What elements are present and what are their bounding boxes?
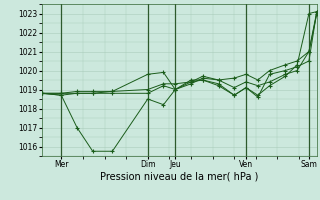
X-axis label: Pression niveau de la mer( hPa ): Pression niveau de la mer( hPa ) (100, 172, 258, 182)
